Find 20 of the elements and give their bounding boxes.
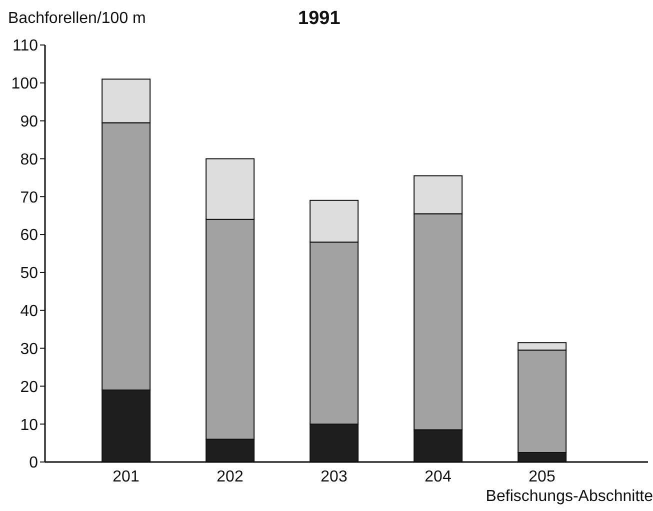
y-tick-label: 70	[20, 189, 38, 206]
y-tick-label: 20	[20, 378, 38, 396]
y-tick-label: 100	[11, 76, 38, 93]
x-axis-title: Befischungs-Abschnitte	[486, 488, 653, 506]
y-axis-title: Bachforellen/100 m	[8, 10, 146, 28]
y-tick-label: 10	[20, 416, 38, 434]
y-tick-label: 50	[20, 265, 38, 282]
y-tick-label: 90	[20, 114, 38, 130]
x-tick-label: 201	[112, 468, 140, 486]
y-tick-label: 30	[20, 340, 38, 358]
x-tick-label: 203	[320, 468, 348, 486]
y-tick-label: 40	[20, 303, 38, 320]
y-tick-label: 110	[12, 38, 38, 55]
y-tick-label: 60	[20, 227, 38, 244]
x-tick-label: 205	[528, 468, 556, 486]
x-tick-label: 202	[216, 468, 244, 486]
x-tick-label: 204	[424, 468, 452, 486]
chart-title: 1991	[298, 8, 340, 30]
y-tick-label: 0	[29, 454, 38, 472]
y-tick-label: 80	[20, 151, 38, 168]
